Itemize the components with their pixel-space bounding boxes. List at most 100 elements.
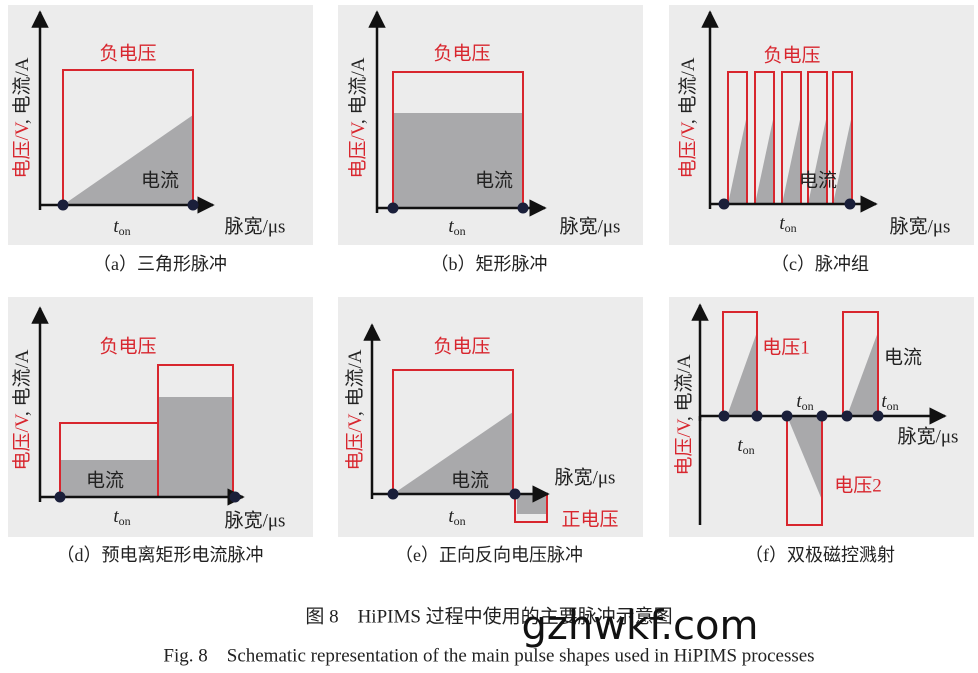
current-axis: , 电流/A (677, 57, 699, 124)
t: t (881, 391, 887, 412)
time-marker (781, 410, 793, 422)
t: t (796, 391, 802, 412)
current-axis: , 电流/A (347, 57, 369, 124)
t: t (448, 506, 454, 527)
voltage-label: 负电压 (433, 335, 490, 357)
sub: on (802, 399, 814, 413)
t: t (779, 213, 785, 234)
current-label: 电流 (475, 169, 513, 191)
sub: on (454, 224, 466, 238)
figure-caption-zh: 图 8 HiPIMS 过程中使用的主要脉冲示意图 (305, 605, 672, 627)
positive-voltage-label: 正电压 (561, 508, 618, 530)
time-marker (872, 410, 884, 422)
time-marker (57, 199, 69, 211)
current-axis: , 电流/A (344, 349, 366, 416)
voltage-label: 负电压 (99, 335, 156, 357)
t-on: ton (448, 506, 465, 527)
time-marker (54, 491, 66, 503)
current-axis: , 电流/A (11, 57, 33, 124)
voltage-axis: 电压/V (11, 121, 33, 178)
t-on: ton (113, 216, 130, 237)
voltage-label: 电压1 (762, 336, 810, 358)
t-on: ton (881, 391, 898, 412)
t-on: ton (737, 435, 754, 456)
current-label: 电流 (86, 469, 124, 491)
current-area (517, 494, 547, 514)
current-area (808, 115, 827, 204)
x-axis-label: 脉宽/μs (898, 425, 959, 447)
current-area (847, 332, 878, 416)
current-label: 电流 (141, 169, 179, 191)
panel-caption: （d）预电离矩形电流脉冲 (57, 545, 264, 565)
current-area (393, 113, 523, 208)
sub: on (119, 514, 131, 528)
t: t (737, 435, 743, 456)
sub: on (785, 221, 797, 235)
panel-caption: （b）矩形脉冲 (431, 254, 548, 274)
time-marker (229, 491, 241, 503)
current-label: 电流 (451, 469, 489, 491)
sub: on (119, 224, 131, 238)
current-area (60, 460, 158, 497)
current-label: 电流 (884, 346, 922, 368)
panel-caption: （f）双极磁控溅射 (745, 545, 895, 565)
voltage-label: 负电压 (99, 42, 156, 64)
current-label: 电流 (799, 169, 837, 191)
sub: on (454, 514, 466, 528)
y-axis-label: 电压/V, 电流/A (11, 349, 33, 470)
time-marker (751, 410, 763, 422)
y-axis-label: 电压/V, 电流/A (673, 354, 695, 475)
panel-caption: （a）三角形脉冲 (93, 254, 227, 274)
current-area (63, 115, 193, 205)
time-marker (387, 488, 399, 500)
y-axis-label: 电压/V, 电流/A (677, 57, 699, 178)
current-area (782, 115, 801, 204)
current-axis: , 电流/A (673, 354, 695, 421)
x-axis-label: 脉宽/μs (560, 215, 621, 237)
voltage-label: 电压2 (834, 474, 882, 496)
t: t (113, 506, 119, 527)
time-marker (816, 410, 828, 422)
x-axis-label: 脉宽/μs (555, 466, 616, 488)
t: t (448, 216, 454, 237)
current-area (393, 412, 513, 494)
time-marker (517, 202, 529, 214)
sub: on (887, 399, 899, 413)
current-area (158, 397, 233, 497)
time-marker (509, 488, 521, 500)
time-marker (187, 199, 199, 211)
voltage-label: 负电压 (763, 44, 820, 66)
y-axis-label: 电压/V, 电流/A (347, 57, 369, 178)
panel-background (669, 5, 974, 245)
voltage-axis: 电压/V (673, 418, 695, 475)
y-axis-label: 电压/V, 电流/A (11, 57, 33, 178)
t-on: ton (796, 391, 813, 412)
current-area (728, 115, 747, 204)
current-axis: , 电流/A (11, 349, 33, 416)
t-on: ton (448, 216, 465, 237)
panel-background (338, 297, 643, 537)
panel-background (8, 5, 313, 245)
voltage-axis: 电压/V (677, 121, 699, 178)
sub: on (743, 443, 755, 457)
current-area (727, 332, 757, 416)
panel-caption: （e）正向反向电压脉冲 (395, 545, 583, 565)
voltage-axis: 电压/V (11, 413, 33, 470)
voltage-axis: 电压/V (344, 413, 366, 470)
figure-caption-en: Fig. 8 Schematic representation of the m… (163, 645, 814, 666)
current-area (787, 416, 822, 500)
time-marker (718, 198, 730, 210)
t-on: ton (779, 213, 796, 234)
time-marker (841, 410, 853, 422)
time-marker (844, 198, 856, 210)
current-area (833, 115, 852, 204)
x-axis-label: 脉宽/μs (890, 215, 951, 237)
t: t (113, 216, 119, 237)
voltage-axis: 电压/V (347, 121, 369, 178)
panel-caption: （c）脉冲组 (771, 254, 869, 274)
current-area (755, 115, 774, 204)
time-marker (718, 410, 730, 422)
shapes (8, 5, 974, 537)
x-axis-label: 脉宽/μs (225, 509, 286, 531)
